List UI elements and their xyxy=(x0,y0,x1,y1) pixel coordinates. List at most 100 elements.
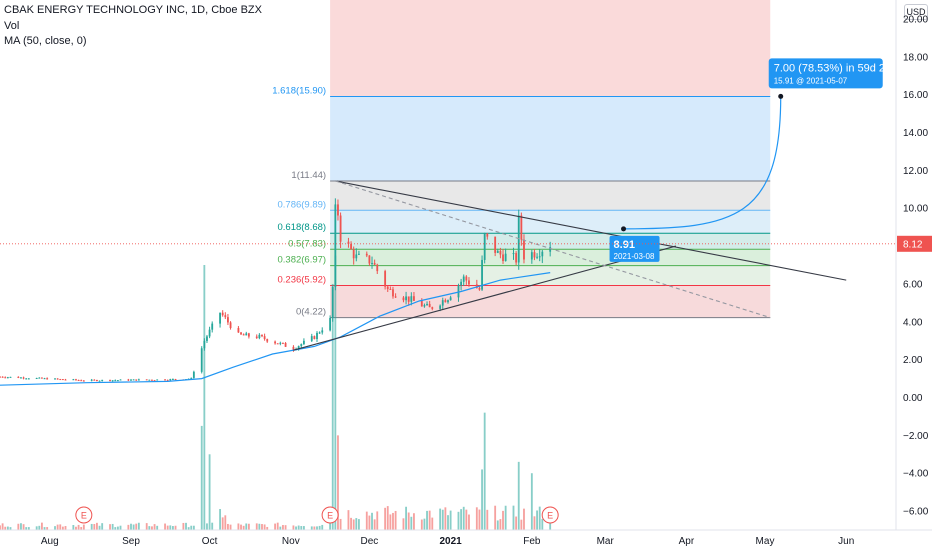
volume-bar xyxy=(282,525,284,530)
volume-bar xyxy=(318,525,321,530)
candle-body xyxy=(169,379,172,381)
trend-line-diagonal[interactable] xyxy=(335,180,771,319)
price-tick-label: 6.00 xyxy=(903,279,923,290)
legend-volume[interactable]: Vol xyxy=(4,20,20,32)
candle-body xyxy=(355,254,358,259)
candle-body xyxy=(20,377,22,379)
candle-body xyxy=(284,343,287,347)
fibonacci-retracement[interactable]: 0(4.22) 0.236(5.92) 0.382(6.97) 0.5(7.83) 0.… xyxy=(272,0,771,319)
volume-bar xyxy=(151,526,153,530)
candle-body xyxy=(329,318,332,331)
volume-bar xyxy=(295,526,297,530)
volume-bar xyxy=(337,435,339,530)
last-price-box xyxy=(897,235,932,252)
time-axis[interactable]: Aug Sep Oct Nov Dec 2021 Feb Mar Apr May Jun xyxy=(41,536,854,547)
projection-curve xyxy=(623,96,782,230)
candle-body xyxy=(156,379,159,381)
volume-bar xyxy=(224,515,227,530)
volume-bar xyxy=(494,505,497,530)
earnings-marker[interactable] xyxy=(75,506,93,524)
candle-body xyxy=(321,330,324,333)
candle-body xyxy=(431,307,434,309)
volume-bar xyxy=(185,522,187,530)
candle-body xyxy=(75,379,77,381)
price-tick-label: 0.00 xyxy=(903,393,923,404)
candle-body xyxy=(27,378,30,380)
volume-bar xyxy=(373,519,376,530)
candle-body xyxy=(41,377,43,379)
volume-bar xyxy=(310,526,313,530)
candle-body xyxy=(523,239,525,260)
candle-body xyxy=(462,276,465,282)
candle-body xyxy=(96,380,98,382)
candle-body xyxy=(297,346,300,349)
candle-body xyxy=(420,300,423,307)
trend-line-upper[interactable] xyxy=(335,180,847,281)
candle-body xyxy=(460,281,463,286)
legend-symbol[interactable]: CBAK ENERGY TECHNOLOGY INC, 1D, Cboe BZX xyxy=(4,4,262,16)
candle-body xyxy=(405,296,407,301)
projection-end-point[interactable] xyxy=(778,93,784,99)
volume-bar xyxy=(321,524,324,530)
candle-body xyxy=(423,305,426,307)
last-price-marker: 8.12 xyxy=(0,235,932,252)
projection-start-date: 2021-03-08 xyxy=(614,252,655,261)
volume-bar xyxy=(90,523,93,530)
last-price-label: 8.12 xyxy=(903,239,923,250)
candle-body xyxy=(449,297,452,301)
volume-bar xyxy=(1,523,4,530)
earnings-marker[interactable] xyxy=(321,506,339,524)
candle-body xyxy=(426,303,428,306)
volume-bar xyxy=(43,527,46,530)
candle-body xyxy=(468,280,470,285)
candle-body xyxy=(368,255,371,264)
volume-bar xyxy=(504,505,507,530)
projection-start-point[interactable] xyxy=(621,226,627,232)
price-tick-label: 18.00 xyxy=(903,52,928,63)
legend-moving-average[interactable]: MA (50, close, 0) xyxy=(4,35,87,47)
volume-bar xyxy=(111,523,114,530)
candle-body xyxy=(276,343,279,345)
candle-body xyxy=(93,379,96,381)
candle-body xyxy=(261,334,263,337)
volume-bar xyxy=(266,526,269,530)
candle-body xyxy=(371,262,373,264)
currency-button[interactable]: USD xyxy=(904,4,928,20)
volume-bar xyxy=(517,461,520,530)
volume-bar xyxy=(300,526,303,530)
time-tick-label: Nov xyxy=(282,536,300,547)
candle-body xyxy=(334,204,337,287)
volume-bar xyxy=(496,520,499,530)
volume-bar xyxy=(536,510,538,530)
candle-body xyxy=(475,284,478,289)
candle-body xyxy=(352,249,355,259)
candle-body xyxy=(292,346,295,350)
volume-bar xyxy=(211,522,214,530)
candle-body xyxy=(247,333,250,337)
projection-target-sub: 15.91 @ 2021-05-07 xyxy=(774,76,848,85)
earnings-marker[interactable] xyxy=(541,506,559,524)
volume-bar xyxy=(384,507,387,530)
volume-bar xyxy=(405,506,407,530)
volume-bar xyxy=(20,523,22,530)
candle-body xyxy=(240,332,242,335)
volume-bar xyxy=(549,517,552,530)
time-tick-label: May xyxy=(756,536,775,547)
time-tick-label: Jun xyxy=(838,536,854,547)
trend-line-lower[interactable] xyxy=(293,245,677,351)
trend-lines[interactable] xyxy=(293,180,847,351)
volume-bar xyxy=(407,512,410,530)
candle-body xyxy=(504,253,507,262)
volume-bar xyxy=(206,523,208,530)
volume-bar xyxy=(4,526,7,530)
price-axis[interactable]: −6.00−4.00−2.000.002.004.006.008.0010.00… xyxy=(903,14,929,517)
candle-body xyxy=(203,340,206,349)
candle-body xyxy=(439,305,442,309)
volume-bar xyxy=(447,515,449,530)
volume-bar xyxy=(64,526,67,530)
volume-bar xyxy=(468,514,470,530)
candle-body xyxy=(56,378,59,380)
